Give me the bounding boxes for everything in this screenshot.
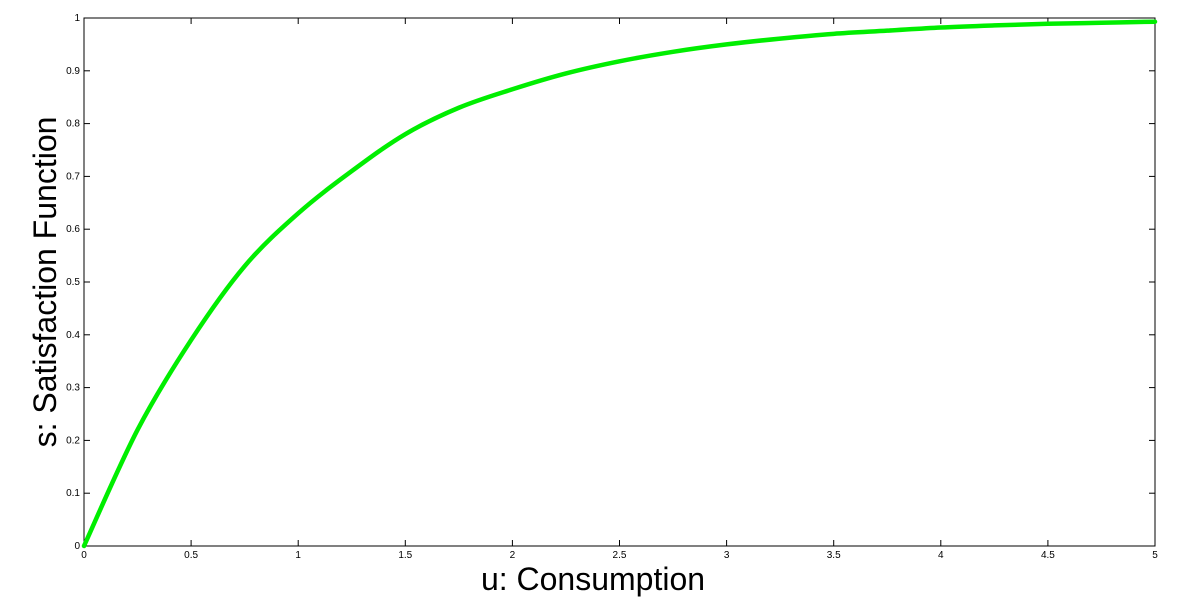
series-layer <box>81 19 1158 549</box>
x-tick-labels: 0 0.5 1 1.5 2 2.5 3 3.5 4 4.5 5 <box>81 550 1158 561</box>
x-tick-label: 2 <box>510 550 516 561</box>
y-tick-label: 0.4 <box>66 330 80 341</box>
y-tick-label: 0.3 <box>66 383 80 394</box>
x-tick-label: 2.5 <box>613 550 627 561</box>
y-tick-label: 0.5 <box>66 277 80 288</box>
y-tick-labels: 0 0.1 0.2 0.3 0.4 0.5 0.6 0.7 0.8 0.9 1 <box>66 13 80 552</box>
x-axis-title: u: Consumption <box>481 561 705 597</box>
x-tick-label: 3 <box>724 550 730 561</box>
x-tick-label: 1.5 <box>398 550 412 561</box>
y-tick-label: 0.7 <box>66 171 80 182</box>
axis-ticks <box>83 17 1156 547</box>
x-tick-label: 4.5 <box>1041 550 1055 561</box>
x-tick-label: 1 <box>295 550 301 561</box>
plot-area-frame <box>83 17 1156 547</box>
x-tick-label: 0 <box>81 550 87 561</box>
x-tick-label: 5 <box>1152 550 1158 561</box>
y-tick-label: 0.8 <box>66 119 80 130</box>
y-tick-label: 0 <box>74 541 80 552</box>
y-axis-title: s: Satisfaction Function <box>27 117 63 448</box>
y-tick-label: 0.9 <box>66 66 80 77</box>
y-tick-label: 0.1 <box>66 488 80 499</box>
series-line <box>81 19 1158 549</box>
x-tick-label: 4 <box>938 550 944 561</box>
y-tick-label: 0.6 <box>66 224 80 235</box>
y-tick-label: 1 <box>74 13 80 24</box>
y-tick-label: 0.2 <box>66 435 80 446</box>
x-tick-label: 0.5 <box>184 550 198 561</box>
x-tick-label: 3.5 <box>827 550 841 561</box>
